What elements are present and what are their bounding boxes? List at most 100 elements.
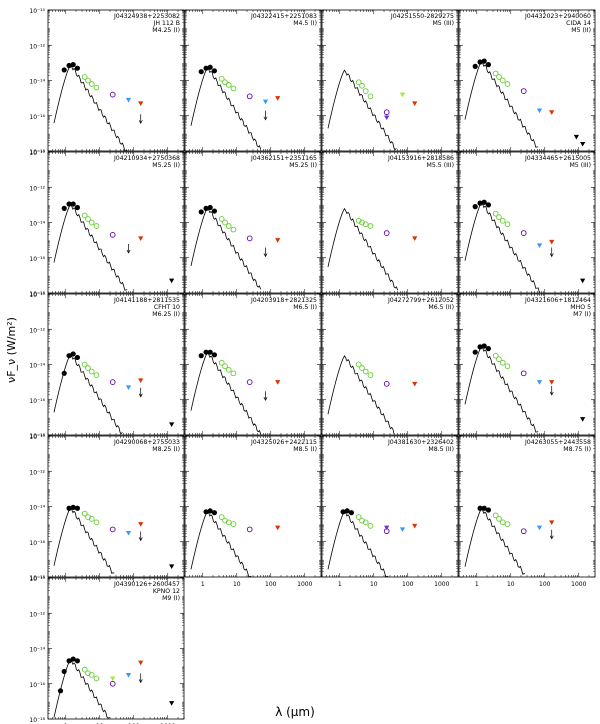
irac-point xyxy=(222,79,228,86)
irac-point xyxy=(355,361,362,368)
x-tick-label: 1 xyxy=(475,581,479,588)
upper-limit-triangle xyxy=(580,141,586,147)
optical-nir-point xyxy=(340,509,346,515)
optical-nir-point xyxy=(211,208,218,214)
panel-spectral-type: M5.25 (I) xyxy=(289,162,317,169)
optical-nir-point xyxy=(61,668,67,675)
irac-point xyxy=(499,77,506,84)
photosphere-model-line xyxy=(327,355,395,435)
upper-limit-triangle xyxy=(536,108,543,114)
irac-point xyxy=(230,85,237,92)
upper-limit-triangle xyxy=(536,243,543,249)
irac-point xyxy=(93,372,100,378)
mips-point xyxy=(109,526,116,533)
upper-limit-arrowhead xyxy=(138,679,143,684)
sed-panel: 10⁻¹⁰ 10⁻¹² 10⁻¹⁴ 10⁻¹⁶ 10⁻¹⁸ J04141188+28115… xyxy=(29,292,185,440)
mips-point xyxy=(109,231,116,238)
optical-nir-point xyxy=(66,62,72,69)
y-tick-label: 10⁻¹² xyxy=(29,611,45,618)
optical-nir-point xyxy=(70,351,76,357)
panel-frame xyxy=(321,151,459,294)
y-tick-label: 10⁻¹⁴ xyxy=(29,363,45,370)
upper-limit-triangle xyxy=(412,236,418,241)
x-tick-label: 1 xyxy=(201,581,205,588)
panel-object-name: J04153916+2818586 xyxy=(387,155,454,162)
panel-frame xyxy=(321,9,459,152)
panel-spectral-type: M5.5 (III) xyxy=(427,162,454,169)
irac-point xyxy=(93,675,100,682)
upper-limit-triangle xyxy=(138,378,144,383)
irac-point xyxy=(88,515,95,522)
upper-limit-triangle xyxy=(125,97,132,103)
panel-frame xyxy=(184,9,322,152)
y-tick-label: 10⁻¹⁰ xyxy=(29,150,45,157)
panel-object-name: J04321606+1812464 xyxy=(524,297,591,304)
upper-limit-triangle xyxy=(580,278,586,284)
y-tick-label: 10⁻¹² xyxy=(29,185,45,192)
irac-point xyxy=(492,512,499,519)
panel-frame xyxy=(321,293,459,436)
panel-object-name: J04210934+2750368 xyxy=(113,155,180,162)
optical-nir-point xyxy=(70,201,76,207)
panel-frame xyxy=(458,9,596,152)
panel-alias: CIDA 14 xyxy=(566,20,591,27)
irac-point xyxy=(81,212,88,219)
panel-frame xyxy=(47,293,185,436)
panel-frame xyxy=(47,151,185,294)
optical-nir-point xyxy=(481,58,487,64)
upper-limit-triangle xyxy=(536,525,543,531)
upper-limit-arrowhead xyxy=(138,120,143,125)
mips-point xyxy=(109,680,116,687)
optical-nir-point xyxy=(477,344,483,350)
mips-point xyxy=(246,379,253,385)
panel-frame xyxy=(184,293,322,436)
optical-nir-point xyxy=(477,505,483,511)
optical-nir-point xyxy=(203,349,209,355)
irac-point xyxy=(85,216,91,222)
optical-nir-point xyxy=(74,354,81,361)
x-tick-label: 100 xyxy=(539,581,551,588)
y-tick-label: 10⁻¹² xyxy=(29,327,45,334)
optical-nir-point xyxy=(477,59,483,65)
y-tick-label: 10⁻¹⁴ xyxy=(29,221,45,228)
optical-nir-point xyxy=(61,205,67,211)
mips-point xyxy=(109,379,116,385)
panel-spectral-type: M8.5 (II) xyxy=(428,446,454,453)
mips-point xyxy=(520,528,527,535)
irac-point xyxy=(218,75,225,82)
y-tick-label: 10⁻¹⁶ xyxy=(29,114,45,121)
optical-nir-point xyxy=(472,349,478,355)
optical-nir-point xyxy=(477,200,483,206)
optical-nir-point xyxy=(485,62,492,68)
photosphere-model-line xyxy=(53,64,128,152)
irac-point xyxy=(222,363,228,370)
irac-point xyxy=(88,81,95,87)
x-tick-label: 100 xyxy=(265,581,277,588)
upper-limit-triangle xyxy=(169,701,175,706)
optical-nir-point xyxy=(74,204,81,211)
panel-object-name: J04322415+2251083 xyxy=(250,13,317,20)
upper-limit-triangle xyxy=(138,101,144,107)
sed-panel: 10⁻¹⁰10⁻¹²10⁻¹⁴10⁻¹⁶10⁻¹⁸1101001000J0429… xyxy=(29,434,185,588)
x-tick-label: 10 xyxy=(233,581,241,588)
upper-limit-triangle xyxy=(399,92,406,98)
x-tick-label: 1000 xyxy=(571,581,586,588)
upper-limit-triangle xyxy=(549,520,555,525)
irac-point xyxy=(504,221,511,228)
optical-nir-point xyxy=(485,346,492,352)
panel-spectral-type: M8.75 (I) xyxy=(563,446,591,453)
optical-nir-point xyxy=(66,353,72,359)
irac-point xyxy=(225,366,232,373)
irac-point xyxy=(496,214,502,221)
upper-limit-triangle xyxy=(275,238,281,243)
optical-nir-point xyxy=(472,63,478,69)
y-tick-label: 10⁻¹⁶ xyxy=(29,398,45,405)
y-tick-label: 10⁻¹² xyxy=(29,43,45,50)
optical-nir-point xyxy=(74,505,81,511)
photosphere-model-line xyxy=(464,60,539,148)
